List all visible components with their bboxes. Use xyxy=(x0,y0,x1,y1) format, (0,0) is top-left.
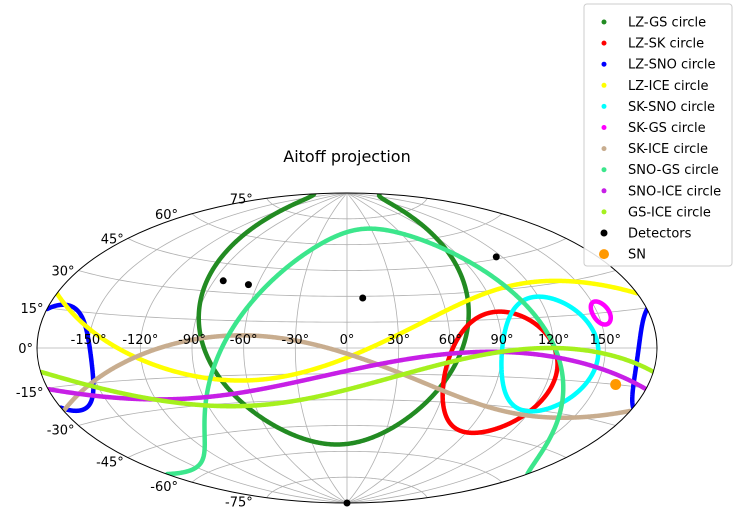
legend-label: LZ-GS circle xyxy=(628,16,706,31)
legend-label: SK-ICE circle xyxy=(628,142,708,157)
parallel-line xyxy=(78,270,616,297)
legend-marker xyxy=(601,167,607,173)
parallel-line xyxy=(47,307,647,323)
series-curve xyxy=(165,226,566,477)
x-tick-label: 30° xyxy=(387,333,410,348)
parallel-line xyxy=(191,213,503,246)
legend-marker xyxy=(601,19,607,25)
legend-marker xyxy=(601,82,607,88)
legend-marker xyxy=(601,209,607,215)
x-tick-label: -120° xyxy=(122,333,158,348)
legend-label: SNO-ICE circle xyxy=(628,184,721,199)
x-tick-label: -30° xyxy=(281,333,309,348)
y-tick-label: -45° xyxy=(96,456,124,471)
parallel-line xyxy=(191,450,503,483)
series-curves xyxy=(39,193,656,477)
legend-marker xyxy=(600,229,608,237)
legend-label: LZ-SNO circle xyxy=(628,58,716,73)
grid xyxy=(37,192,657,504)
series-curve xyxy=(440,309,560,436)
x-tick-label: 120° xyxy=(538,333,569,348)
series-curve xyxy=(54,278,639,383)
x-tick-label: 0° xyxy=(340,333,355,348)
legend-label: LZ-SK circle xyxy=(628,37,704,52)
sn-point xyxy=(610,378,622,390)
detector-point xyxy=(244,281,252,289)
x-tick-label: 90° xyxy=(490,333,513,348)
detector-point xyxy=(359,294,367,302)
legend-label: Detectors xyxy=(628,227,692,242)
y-tick-label: 45° xyxy=(101,232,124,247)
y-tick-label: -30° xyxy=(47,424,75,439)
legend-label: SN xyxy=(628,248,646,263)
y-tick-label: 15° xyxy=(21,302,44,317)
series-curve xyxy=(196,193,471,447)
y-tick-label: 0° xyxy=(18,342,33,357)
legend-label: SNO-GS circle xyxy=(628,163,719,178)
x-tick-label: 150° xyxy=(590,333,621,348)
x-tick-label: -150° xyxy=(71,333,107,348)
x-tick-label: 60° xyxy=(439,333,462,348)
y-tick-label: -15° xyxy=(16,386,44,401)
legend-marker xyxy=(601,61,607,67)
legend-marker xyxy=(601,125,607,130)
legend-label: SK-GS circle xyxy=(628,121,706,136)
detector-point xyxy=(492,253,500,261)
x-tick-label: -90° xyxy=(178,333,206,348)
chart-title: Aitoff projection xyxy=(283,147,410,166)
legend-box xyxy=(583,3,733,267)
legend-marker xyxy=(601,103,607,109)
x-tick-label: -60° xyxy=(230,333,258,348)
detector-point xyxy=(219,277,227,285)
parallel-line xyxy=(47,373,647,389)
legend-marker xyxy=(599,249,609,260)
legend: LZ-GS circle LZ-SK circle LZ-SNO circle LZ-… xyxy=(583,3,733,267)
tick-labels: -150° -120° -90° -60° -30° 0° 30° 60° 90° 120° 150… xyxy=(16,192,621,510)
parallel-line xyxy=(266,476,428,498)
parallel-line xyxy=(127,425,567,458)
detector-points xyxy=(219,253,622,507)
series-curve xyxy=(45,302,650,414)
legend-marker xyxy=(601,188,607,194)
parallel-line xyxy=(127,238,567,271)
y-tick-label: 30° xyxy=(51,265,74,280)
series-curve xyxy=(61,333,632,420)
series-curve xyxy=(588,299,614,327)
y-tick-label: 75° xyxy=(230,192,253,207)
legend-marker xyxy=(601,40,607,46)
y-tick-label: -60° xyxy=(150,480,178,495)
detector-point xyxy=(343,499,351,507)
legend-marker xyxy=(601,146,607,152)
y-tick-label: 60° xyxy=(155,208,178,223)
series-curve xyxy=(39,345,656,409)
legend-label: GS-ICE circle xyxy=(628,205,711,220)
legend-label: SK-SNO circle xyxy=(628,100,715,115)
y-tick-label: -75° xyxy=(225,496,253,511)
legend-label: LZ-ICE circle xyxy=(628,79,708,94)
